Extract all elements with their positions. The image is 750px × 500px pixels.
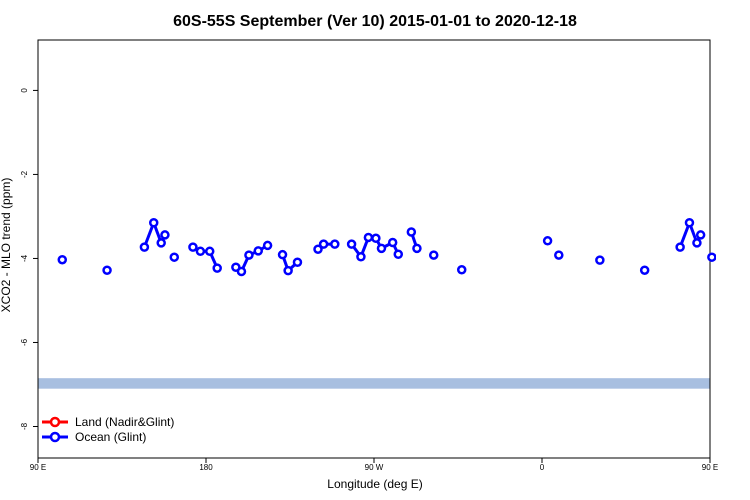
data-point bbox=[277, 249, 288, 260]
data-point bbox=[387, 237, 398, 248]
legend-label: Ocean (Glint) bbox=[75, 430, 146, 444]
data-point bbox=[195, 246, 206, 257]
x-tick-label: 90 W bbox=[365, 463, 384, 472]
data-point bbox=[212, 263, 222, 273]
plot-frame bbox=[37, 39, 711, 459]
data-layer bbox=[57, 217, 716, 277]
data-point bbox=[188, 242, 198, 252]
data-point bbox=[428, 250, 439, 260]
data-point bbox=[160, 230, 170, 240]
data-point bbox=[595, 255, 605, 265]
data-point bbox=[169, 252, 180, 262]
data-point bbox=[456, 265, 467, 275]
data-point bbox=[292, 257, 303, 267]
data-point bbox=[330, 239, 340, 249]
y-axis-label: XCO2 - MLO trend (ppm) bbox=[0, 178, 13, 313]
y-tick-label: 0 bbox=[20, 88, 29, 93]
data-point bbox=[356, 252, 366, 262]
chart-title: 60S-55S September (Ver 10) 2015-01-01 to… bbox=[173, 13, 577, 30]
data-point bbox=[102, 265, 112, 275]
data-point bbox=[695, 230, 706, 240]
data-point bbox=[542, 236, 553, 246]
x-tick-label: 0 bbox=[540, 463, 545, 472]
x-tick-label: 90 E bbox=[30, 463, 46, 472]
data-point bbox=[283, 265, 293, 276]
data-point bbox=[376, 243, 387, 254]
data-point bbox=[262, 240, 273, 251]
legend-marker bbox=[49, 431, 61, 443]
data-point bbox=[139, 242, 150, 252]
data-point bbox=[204, 246, 215, 257]
data-point bbox=[393, 249, 404, 260]
legend-label: Land (Nadir&Glint) bbox=[75, 415, 174, 429]
y-tick-label: -6 bbox=[20, 338, 29, 346]
legend: Land (Nadir&Glint)Ocean (Glint) bbox=[42, 415, 174, 444]
data-point bbox=[313, 244, 323, 254]
data-point bbox=[707, 252, 716, 262]
data-point bbox=[57, 254, 68, 265]
y-tick-label: -8 bbox=[20, 422, 29, 430]
data-point bbox=[346, 239, 357, 249]
data-point bbox=[675, 242, 685, 252]
y-tick-label: -2 bbox=[20, 170, 29, 178]
data-point bbox=[412, 243, 422, 254]
data-point bbox=[253, 246, 264, 256]
data-point bbox=[639, 265, 650, 275]
data-point bbox=[156, 238, 166, 248]
data-point bbox=[554, 250, 564, 260]
y-tick-label: -4 bbox=[20, 254, 29, 262]
x-axis-label: Longitude (deg E) bbox=[327, 477, 422, 491]
data-point bbox=[148, 217, 159, 228]
data-point bbox=[236, 266, 247, 277]
data-point bbox=[244, 250, 254, 260]
data-point bbox=[684, 217, 695, 228]
x-tick-label: 180 bbox=[199, 463, 213, 472]
data-point bbox=[406, 227, 417, 237]
data-point bbox=[371, 233, 381, 244]
reference-band bbox=[38, 378, 710, 389]
legend-marker bbox=[49, 416, 61, 428]
data-point bbox=[318, 239, 329, 249]
x-tick-label: 90 E bbox=[702, 463, 718, 472]
data-point bbox=[692, 238, 702, 248]
data-point bbox=[363, 232, 374, 243]
